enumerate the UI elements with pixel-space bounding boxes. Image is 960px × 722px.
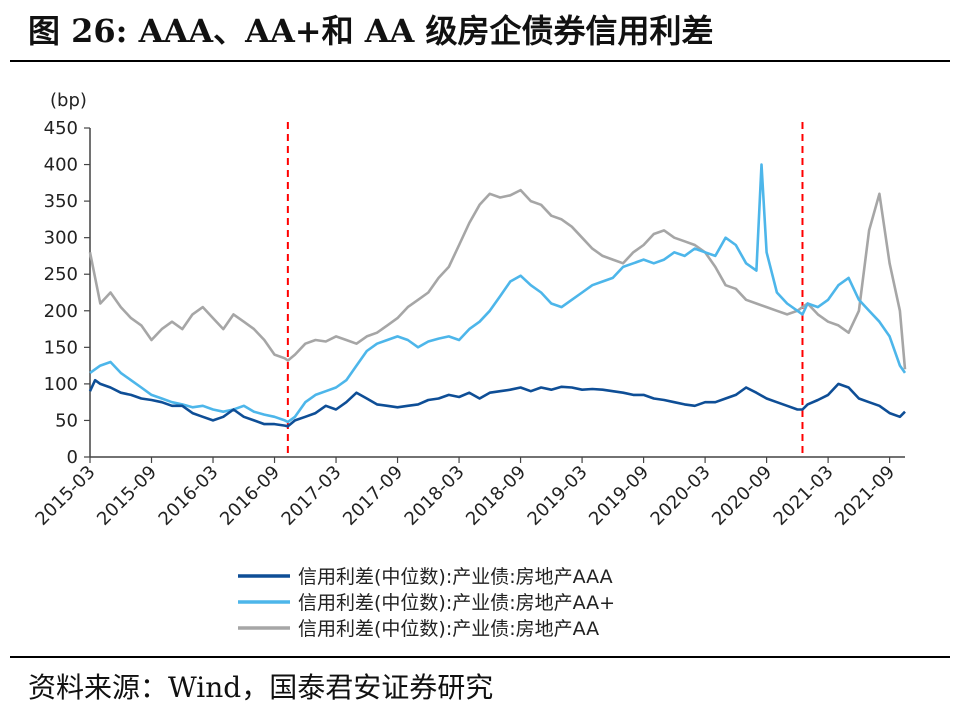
line-chart: (bp)0501001502002503003504004502015-0320…	[31, 90, 907, 640]
y-tick-label: 200	[44, 301, 78, 322]
legend-label: 信用利差(中位数):产业债:房地产AA+	[298, 592, 615, 614]
series-line-1	[88, 378, 906, 428]
y-tick-label: 100	[44, 374, 78, 395]
y-tick-label: 0	[67, 447, 78, 468]
y-tick-label: 50	[55, 410, 78, 431]
x-tick-label: 2016-09	[216, 462, 284, 530]
x-tick-label: 2017-03	[278, 462, 346, 530]
y-tick-label: 300	[44, 228, 78, 249]
series-layer	[88, 163, 907, 428]
y-unit-label: (bp)	[50, 90, 87, 111]
reference-lines	[286, 122, 804, 457]
source-note: 资料来源：Wind，国泰君安证券研究	[28, 671, 494, 704]
x-tick-label: 2015-09	[93, 462, 161, 530]
x-tick-label: 2020-03	[647, 462, 715, 530]
y-tick-label: 400	[44, 155, 78, 176]
legend-label: 信用利差(中位数):产业债:房地产AA	[298, 618, 599, 640]
y-tick-label: 150	[44, 337, 78, 358]
x-tick-label: 2019-09	[585, 462, 653, 530]
title-rule	[10, 60, 950, 62]
x-tick-label: 2018-09	[462, 462, 530, 530]
x-tick-label: 2019-03	[524, 462, 592, 530]
x-tick-label: 2018-03	[401, 462, 469, 530]
y-tick-label: 250	[44, 264, 78, 285]
legend-label: 信用利差(中位数):产业债:房地产AAA	[298, 566, 613, 588]
source-rule	[10, 656, 950, 658]
x-tick-label: 2017-09	[339, 462, 407, 530]
y-tick-label: 450	[44, 118, 78, 139]
x-tick-label: 2021-09	[831, 462, 899, 530]
x-tick-label: 2016-03	[155, 462, 223, 530]
legend: 信用利差(中位数):产业债:房地产AAA 信用利差(中位数):产业债:房地产AA+…	[238, 566, 615, 640]
series-line-3	[88, 188, 907, 370]
figure-title: 图 26: AAA、AA+和 AA 级房企债券信用利差	[28, 12, 714, 50]
series-line-2	[89, 163, 907, 424]
x-tick-label: 2015-03	[31, 462, 99, 530]
y-tick-label: 350	[44, 191, 78, 212]
x-tick-label: 2020-09	[708, 462, 776, 530]
x-tick-label: 2021-03	[770, 462, 838, 530]
